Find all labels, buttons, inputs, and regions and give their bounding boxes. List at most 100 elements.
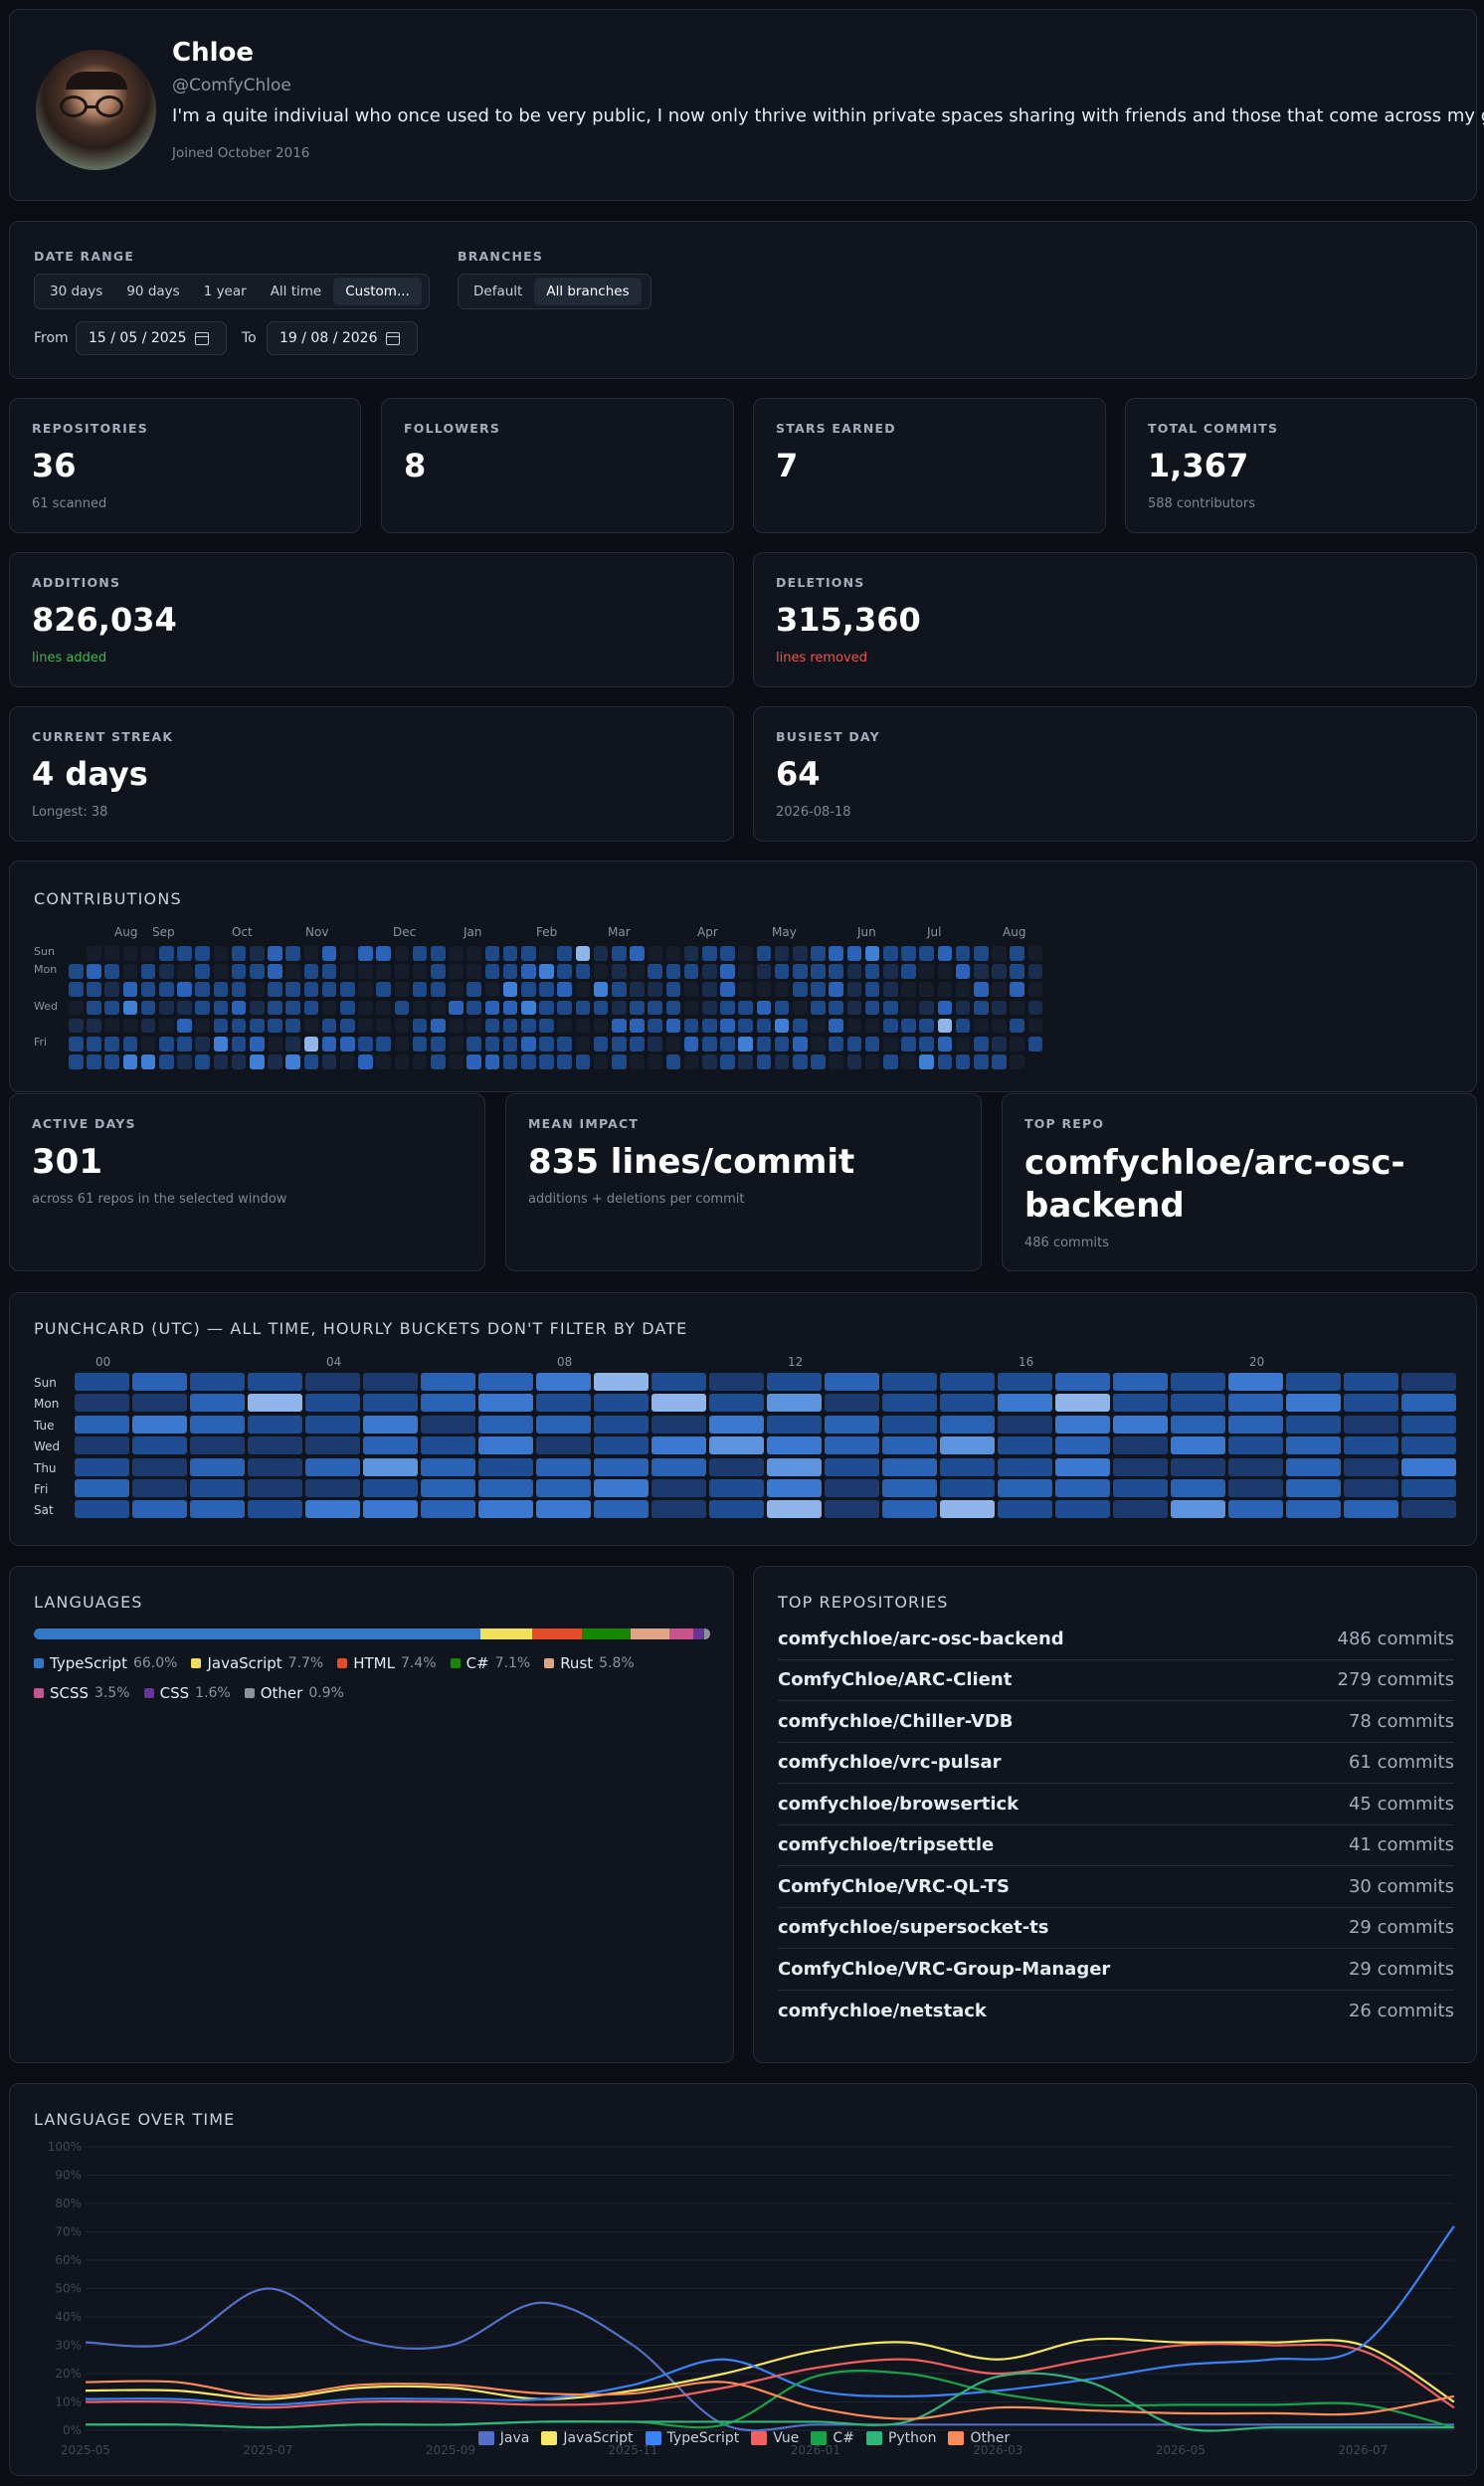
contribution-cell[interactable]	[195, 1054, 210, 1069]
punchcard-cell[interactable]	[882, 1436, 937, 1455]
contribution-cell[interactable]	[829, 964, 843, 979]
contribution-cell[interactable]	[992, 1000, 1007, 1016]
punchcard-cell[interactable]	[190, 1415, 245, 1434]
punchcard-cell[interactable]	[594, 1394, 649, 1413]
contribution-cell[interactable]	[901, 964, 916, 979]
contribution-cell[interactable]	[358, 1054, 373, 1069]
repo-name[interactable]: ComfyChloe/ARC-Client	[778, 1669, 1013, 1691]
punchcard-cell[interactable]	[1228, 1457, 1283, 1476]
contribution-cell[interactable]	[612, 1054, 627, 1069]
contribution-cell[interactable]	[502, 1037, 518, 1052]
contribution-cell[interactable]	[955, 1054, 971, 1069]
contribution-cell[interactable]	[358, 982, 373, 997]
punchcard-cell[interactable]	[363, 1436, 418, 1455]
contribution-cell[interactable]	[992, 1054, 1007, 1069]
punchcard-cell[interactable]	[1286, 1457, 1341, 1476]
contribution-cell[interactable]	[521, 1037, 536, 1052]
contribution-cell[interactable]	[285, 1000, 300, 1016]
punchcard-cell[interactable]	[75, 1436, 129, 1455]
punchcard-cell[interactable]	[421, 1457, 475, 1476]
series-line-java[interactable]	[85, 2287, 1454, 2432]
punchcard-cell[interactable]	[651, 1457, 706, 1476]
contribution-cell[interactable]	[539, 1037, 554, 1052]
punchcard-cell[interactable]	[536, 1394, 591, 1413]
contribution-cell[interactable]	[303, 1054, 319, 1069]
contribution-cell[interactable]	[901, 1037, 916, 1052]
punchcard-cell[interactable]	[1401, 1457, 1456, 1476]
contribution-cell[interactable]	[738, 946, 753, 961]
contribution-cell[interactable]	[756, 1054, 772, 1069]
contribution-cell[interactable]	[648, 1037, 662, 1052]
repo-name[interactable]: comfychloe/arc-osc-backend	[778, 1627, 1064, 1649]
punchcard-cell[interactable]	[1344, 1394, 1398, 1413]
contribution-cell[interactable]	[883, 946, 898, 961]
repo-row[interactable]: ComfyChloe/VRC-QL-TS 30 commits	[778, 1866, 1454, 1908]
repo-name[interactable]: ComfyChloe/VRC-Group-Manager	[778, 1958, 1111, 1980]
contribution-cell[interactable]	[122, 964, 138, 979]
contribution-cell[interactable]	[901, 982, 916, 997]
contribution-cell[interactable]	[431, 982, 446, 997]
punchcard-cell[interactable]	[940, 1436, 995, 1455]
contribution-cell[interactable]	[793, 982, 808, 997]
punchcard-cell[interactable]	[75, 1479, 129, 1497]
punchcard-cell[interactable]	[709, 1479, 764, 1497]
contribution-cell[interactable]	[250, 1054, 265, 1069]
contribution-cell[interactable]	[358, 1037, 373, 1052]
punchcard-cell[interactable]	[536, 1500, 591, 1519]
punchcard-cell[interactable]	[363, 1394, 418, 1413]
contribution-cell[interactable]	[846, 982, 862, 997]
punchcard-cell[interactable]	[1344, 1479, 1398, 1497]
contribution-cell[interactable]	[303, 946, 319, 961]
contribution-cell[interactable]	[104, 964, 119, 979]
contribution-cell[interactable]	[864, 1018, 880, 1034]
punchcard-cell[interactable]	[1113, 1500, 1168, 1519]
punchcard-cell[interactable]	[1055, 1479, 1110, 1497]
contribution-cell[interactable]	[846, 1037, 862, 1052]
contribution-cell[interactable]	[177, 964, 192, 979]
contribution-cell[interactable]	[159, 1000, 174, 1016]
contribution-cell[interactable]	[140, 1000, 156, 1016]
contribution-cell[interactable]	[104, 946, 119, 961]
contribution-cell[interactable]	[122, 1054, 138, 1069]
series-line-javascript[interactable]	[85, 2337, 1455, 2403]
contribution-cell[interactable]	[104, 1037, 119, 1052]
punchcard-cell[interactable]	[478, 1373, 533, 1391]
contribution-cell[interactable]	[340, 1018, 355, 1034]
contribution-cell[interactable]	[738, 982, 753, 997]
punchcard-cell[interactable]	[1113, 1373, 1168, 1391]
punchcard-cell[interactable]	[363, 1457, 418, 1476]
contribution-cell[interactable]	[955, 946, 971, 961]
punchcard-cell[interactable]	[998, 1479, 1052, 1497]
contribution-cell[interactable]	[992, 982, 1007, 997]
contribution-cell[interactable]	[1010, 1018, 1024, 1034]
contribution-cell[interactable]	[268, 964, 282, 979]
punchcard-cell[interactable]	[1171, 1457, 1225, 1476]
punchcard-cell[interactable]	[767, 1415, 822, 1434]
range-90-days[interactable]: 90 days	[126, 284, 180, 299]
contribution-cell[interactable]	[774, 982, 790, 997]
contribution-cell[interactable]	[702, 1037, 717, 1052]
contribution-cell[interactable]	[665, 964, 681, 979]
contribution-cell[interactable]	[303, 982, 319, 997]
contribution-cell[interactable]	[811, 946, 826, 961]
contribution-cell[interactable]	[104, 982, 119, 997]
contribution-cell[interactable]	[231, 1018, 247, 1034]
contribution-cell[interactable]	[250, 1018, 265, 1034]
contribution-cell[interactable]	[376, 964, 391, 979]
contribution-cell[interactable]	[630, 946, 645, 961]
punchcard-cell[interactable]	[190, 1479, 245, 1497]
contribution-cell[interactable]	[919, 1054, 934, 1069]
contribution-cell[interactable]	[104, 1000, 119, 1016]
contribution-cell[interactable]	[793, 946, 808, 961]
punchcard-cell[interactable]	[998, 1500, 1052, 1519]
punchcard-cell[interactable]	[1055, 1394, 1110, 1413]
contribution-cell[interactable]	[829, 946, 843, 961]
contribution-cell[interactable]	[811, 1054, 826, 1069]
punchcard-cell[interactable]	[651, 1436, 706, 1455]
contribution-cell[interactable]	[756, 1000, 772, 1016]
contribution-cell[interactable]	[612, 1018, 627, 1034]
contribution-cell[interactable]	[268, 1037, 282, 1052]
contribution-cell[interactable]	[864, 1000, 880, 1016]
contribution-cell[interactable]	[937, 982, 953, 997]
punchcard-cell[interactable]	[536, 1415, 591, 1434]
